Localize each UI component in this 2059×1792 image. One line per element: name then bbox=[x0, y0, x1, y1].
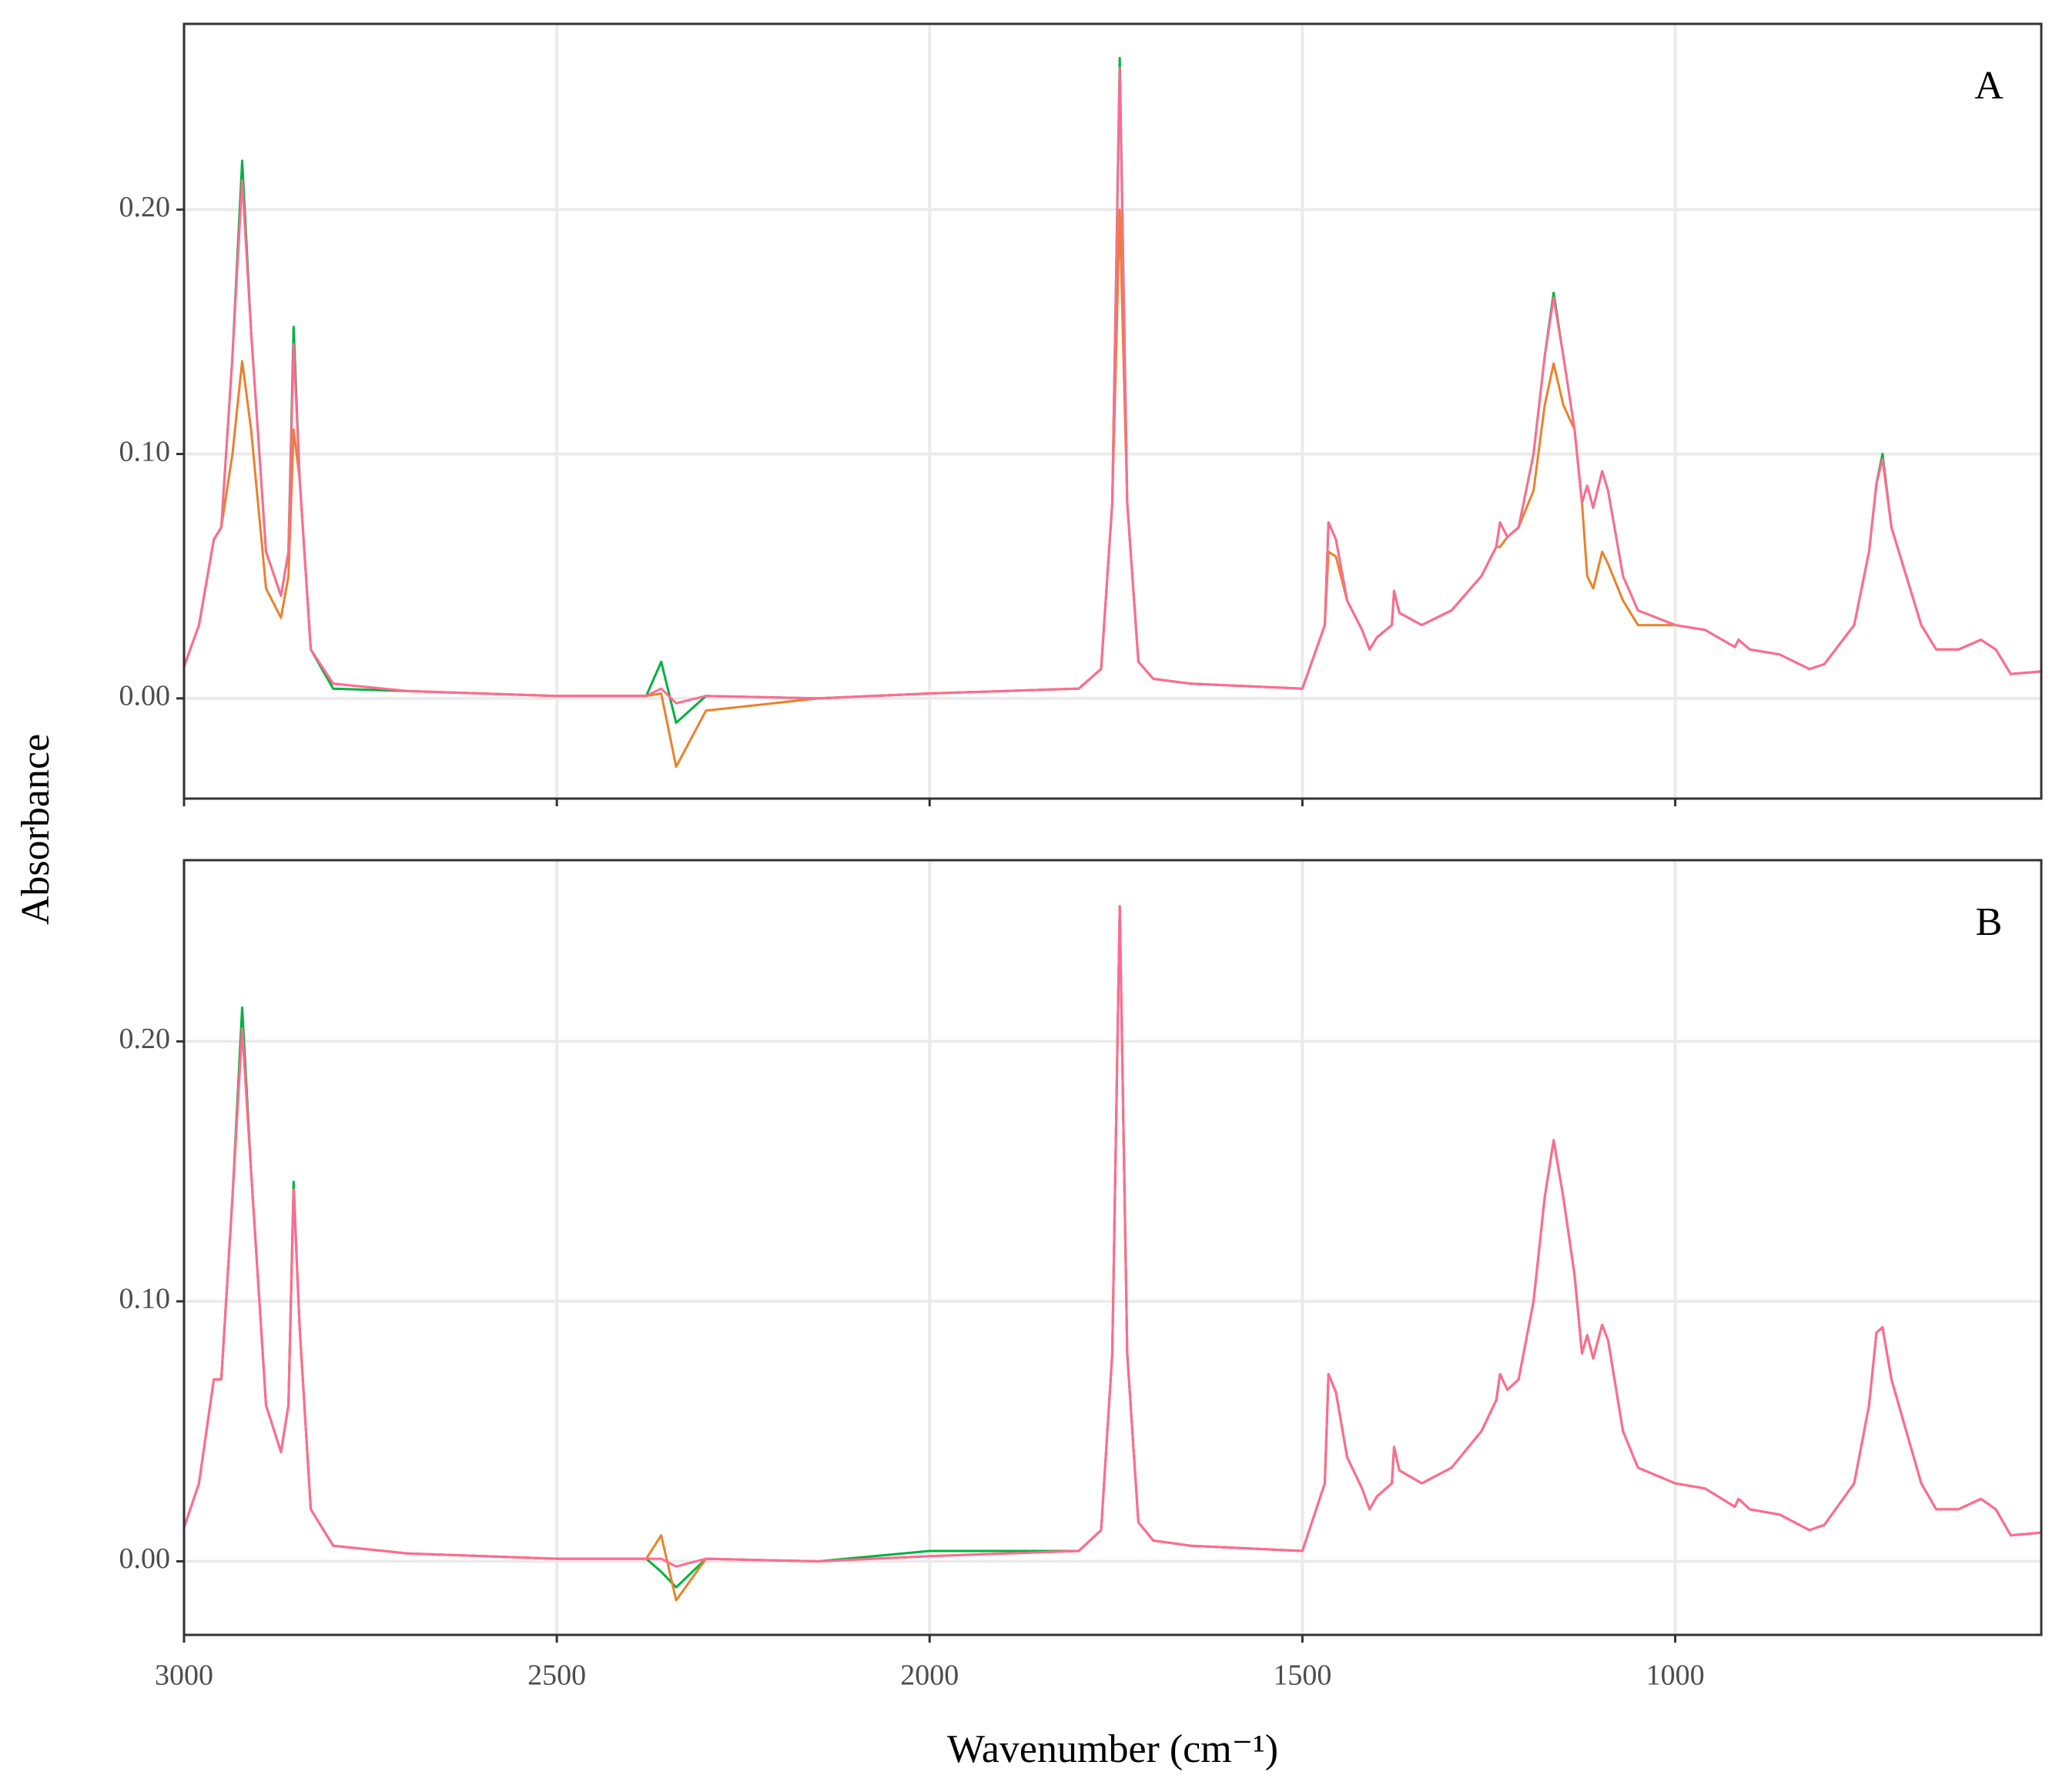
panel-border bbox=[182, 859, 2043, 1636]
y-tick-label: 0.20 bbox=[119, 191, 171, 223]
y-tick-label: 0.10 bbox=[119, 435, 171, 467]
x-tick-label: 2500 bbox=[527, 1660, 586, 1692]
panel-label: B bbox=[1976, 900, 2003, 944]
y-tick-label: 0.00 bbox=[119, 680, 171, 712]
x-tick-label: 1000 bbox=[1646, 1660, 1705, 1692]
panel-border bbox=[182, 22, 2043, 800]
panel-background bbox=[184, 860, 2041, 1635]
spectrum-line bbox=[184, 66, 2041, 705]
panel-label: A bbox=[1974, 64, 2004, 108]
x-axis-title: Wavenumber (cm⁻¹) bbox=[947, 1727, 1278, 1771]
y-tick-label: 0.00 bbox=[119, 1542, 171, 1575]
spectrum-line bbox=[184, 905, 2041, 1568]
x-tick-label: 2000 bbox=[900, 1660, 959, 1692]
x-tick-label: 1500 bbox=[1273, 1660, 1331, 1692]
y-axis-title: Absorbance bbox=[14, 734, 58, 925]
x-tick-label: 3000 bbox=[155, 1660, 213, 1692]
y-tick-label: 0.10 bbox=[119, 1283, 171, 1315]
y-tick-label: 0.20 bbox=[119, 1023, 171, 1055]
